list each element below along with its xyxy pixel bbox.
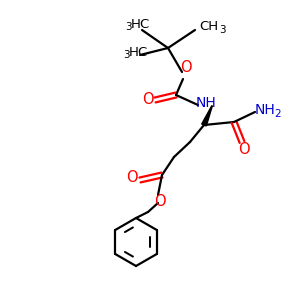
Text: O: O: [142, 92, 154, 106]
Text: 3: 3: [125, 22, 131, 32]
Text: H: H: [129, 46, 139, 59]
Text: 3: 3: [219, 25, 225, 35]
Text: C: C: [137, 46, 147, 59]
Polygon shape: [202, 106, 212, 126]
Text: O: O: [154, 194, 166, 208]
Text: O: O: [238, 142, 250, 157]
Text: C: C: [140, 17, 148, 31]
Text: 3: 3: [123, 50, 129, 60]
Text: CH: CH: [200, 20, 219, 34]
Text: NH: NH: [255, 103, 275, 117]
Text: H: H: [131, 17, 141, 31]
Text: O: O: [126, 170, 138, 185]
Text: 2: 2: [275, 109, 281, 119]
Text: O: O: [180, 61, 192, 76]
Text: NH: NH: [196, 96, 216, 110]
